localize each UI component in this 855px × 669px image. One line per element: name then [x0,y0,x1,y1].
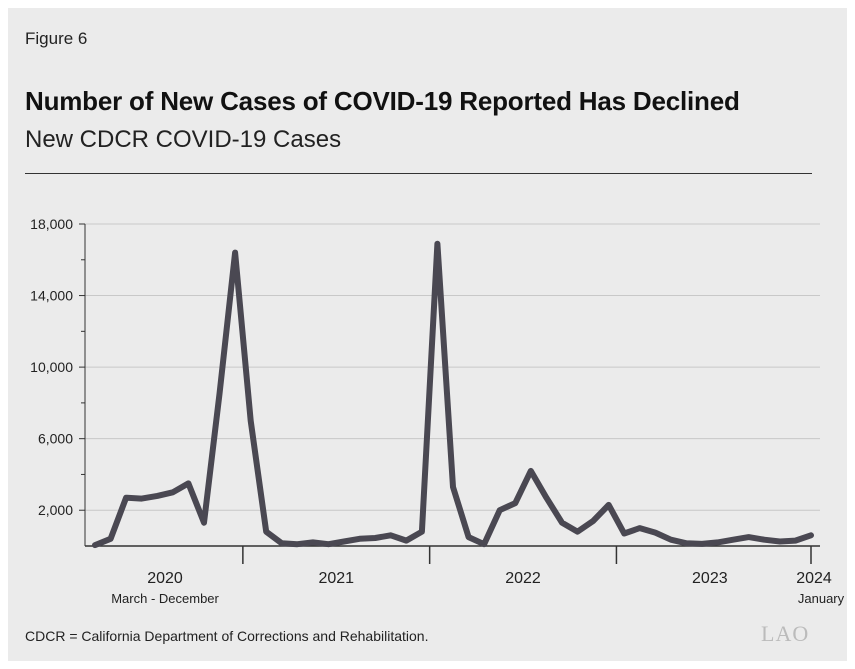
x-year-label: 2024 [796,570,832,587]
footnote: CDCR = California Department of Correcti… [25,628,429,644]
figure-label: Figure 6 [25,29,88,48]
y-axis-ticks: 2,000 6,000 10,000 14,000 18,000 [30,216,85,518]
x-axis-ticks: 2020 March - December 2021 2022 2023 2024 Janu… [111,546,845,606]
x-year-sublabel: March - December [111,591,219,606]
y-tick-label: 6,000 [38,431,73,447]
series-group [92,240,814,549]
x-year-label: 2023 [692,570,728,587]
series-line [92,240,814,549]
y-tick-label: 2,000 [38,502,73,518]
y-tick-label: 14,000 [30,288,73,304]
x-year-label: 2022 [505,570,541,587]
chart-subtitle: New CDCR COVID-19 Cases [25,126,342,153]
x-year-label: 2021 [318,570,354,587]
x-year-sublabel: January [798,591,845,606]
chart-title: Number of New Cases of COVID-19 Reported… [25,86,740,116]
y-tick-label: 10,000 [30,359,73,375]
figure-panel [8,8,847,661]
lao-logo: LAO [761,621,810,646]
y-tick-label: 18,000 [30,216,73,232]
title-divider [25,173,812,174]
x-year-label: 2020 [147,570,183,587]
